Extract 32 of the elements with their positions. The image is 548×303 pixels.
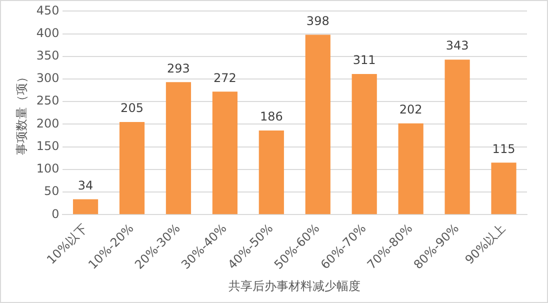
y-tick-label: 450 bbox=[36, 3, 60, 18]
data-label: 34 bbox=[78, 178, 94, 192]
bar bbox=[305, 34, 330, 214]
bar bbox=[72, 199, 98, 214]
data-label: 205 bbox=[120, 101, 144, 116]
bar bbox=[119, 122, 145, 214]
bar bbox=[258, 130, 284, 214]
data-label: 311 bbox=[352, 53, 376, 68]
bar bbox=[398, 123, 424, 214]
y-tick-label: 50 bbox=[44, 184, 60, 198]
data-label: 343 bbox=[446, 38, 469, 53]
bar bbox=[166, 82, 192, 214]
data-label: 115 bbox=[492, 142, 516, 156]
y-tick-label: 150 bbox=[36, 138, 60, 153]
y-tick-label: 100 bbox=[36, 162, 60, 176]
y-axis-title: 事项数量（项） bbox=[14, 70, 28, 155]
y-tick-label: 0 bbox=[52, 206, 60, 221]
y-tick-label: 350 bbox=[36, 48, 60, 63]
y-tick-label: 200 bbox=[36, 116, 60, 130]
bar bbox=[212, 92, 238, 214]
y-tick-label: 400 bbox=[36, 26, 60, 40]
data-label: 202 bbox=[399, 102, 422, 116]
y-tick-label: 300 bbox=[36, 71, 60, 86]
data-label: 398 bbox=[306, 14, 330, 28]
data-label: 186 bbox=[260, 110, 283, 124]
bar bbox=[491, 162, 516, 214]
data-label: 293 bbox=[167, 61, 190, 76]
bar bbox=[444, 60, 470, 214]
bar bbox=[352, 74, 377, 214]
x-axis-title: 共享后办事材料减少幅度 bbox=[228, 278, 361, 293]
y-tick-label: 250 bbox=[36, 94, 60, 108]
data-label: 272 bbox=[213, 70, 236, 85]
